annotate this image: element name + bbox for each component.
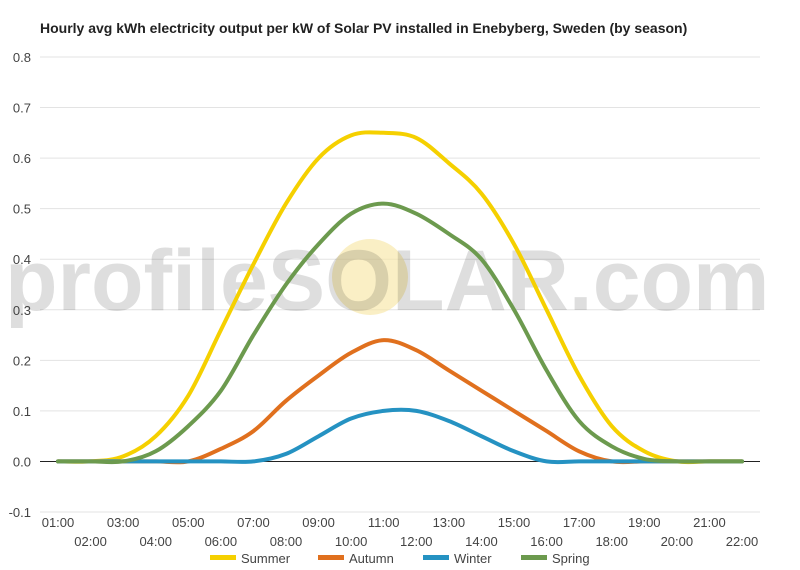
x-tick-label: 21:00 [693, 515, 726, 530]
watermark: profileSOLAR.com [5, 233, 770, 329]
legend-swatch-winter [423, 555, 449, 560]
x-tick-label: 22:00 [726, 534, 759, 549]
series-line-summer [56, 130, 744, 465]
legend-swatch-summer [210, 555, 236, 560]
x-tick-label: 09:00 [302, 515, 335, 530]
y-tick-label: 0.0 [13, 454, 31, 469]
x-tick-label: 12:00 [400, 534, 433, 549]
x-tick-label: 19:00 [628, 515, 661, 530]
watermark-sun-icon [332, 239, 408, 315]
legend-swatch-autumn [318, 555, 344, 560]
y-tick-label: -0.1 [9, 505, 31, 520]
x-tick-label: 04:00 [139, 534, 172, 549]
y-tick-label: 0.1 [13, 404, 31, 419]
legend-label-autumn: Autumn [349, 551, 394, 566]
series-line-spring [56, 201, 744, 465]
legend-label-winter: Winter [454, 551, 492, 566]
legend-label-spring: Spring [552, 551, 590, 566]
y-tick-label: 0.4 [13, 252, 31, 267]
x-tick-label: 07:00 [237, 515, 270, 530]
x-tick-label: 14:00 [465, 534, 498, 549]
x-tick-label: 01:00 [42, 515, 75, 530]
x-tick-label: 06:00 [205, 534, 238, 549]
watermark-text: profileSOLAR.com [5, 233, 770, 329]
y-tick-label: 0.2 [13, 353, 31, 368]
series-line-autumn [56, 338, 744, 465]
y-tick-label: 0.5 [13, 202, 31, 217]
y-tick-label: 0.6 [13, 151, 31, 166]
x-tick-label: 10:00 [335, 534, 368, 549]
series-line-winter [56, 407, 744, 465]
y-tick-label: 0.7 [13, 101, 31, 116]
x-tick-label: 16:00 [530, 534, 563, 549]
y-tick-label: 0.8 [13, 50, 31, 65]
legend-label-summer: Summer [241, 551, 291, 566]
series-lines [56, 130, 744, 465]
chart-title: Hourly avg kWh electricity output per kW… [40, 20, 687, 36]
x-tick-label: 05:00 [172, 515, 205, 530]
x-tick-label: 02:00 [74, 534, 107, 549]
x-tick-label: 15:00 [498, 515, 531, 530]
x-tick-label: 08:00 [270, 534, 303, 549]
legend: Summer Autumn Winter Spring [210, 551, 590, 566]
y-tick-label: 0.3 [13, 303, 31, 318]
x-tick-label: 17:00 [563, 515, 596, 530]
x-tick-label: 11:00 [368, 515, 400, 530]
x-tick-label: 18:00 [595, 534, 628, 549]
legend-swatch-spring [521, 555, 547, 560]
x-tick-label: 20:00 [661, 534, 694, 549]
x-tick-label: 13:00 [433, 515, 466, 530]
x-tick-label: 03:00 [107, 515, 140, 530]
